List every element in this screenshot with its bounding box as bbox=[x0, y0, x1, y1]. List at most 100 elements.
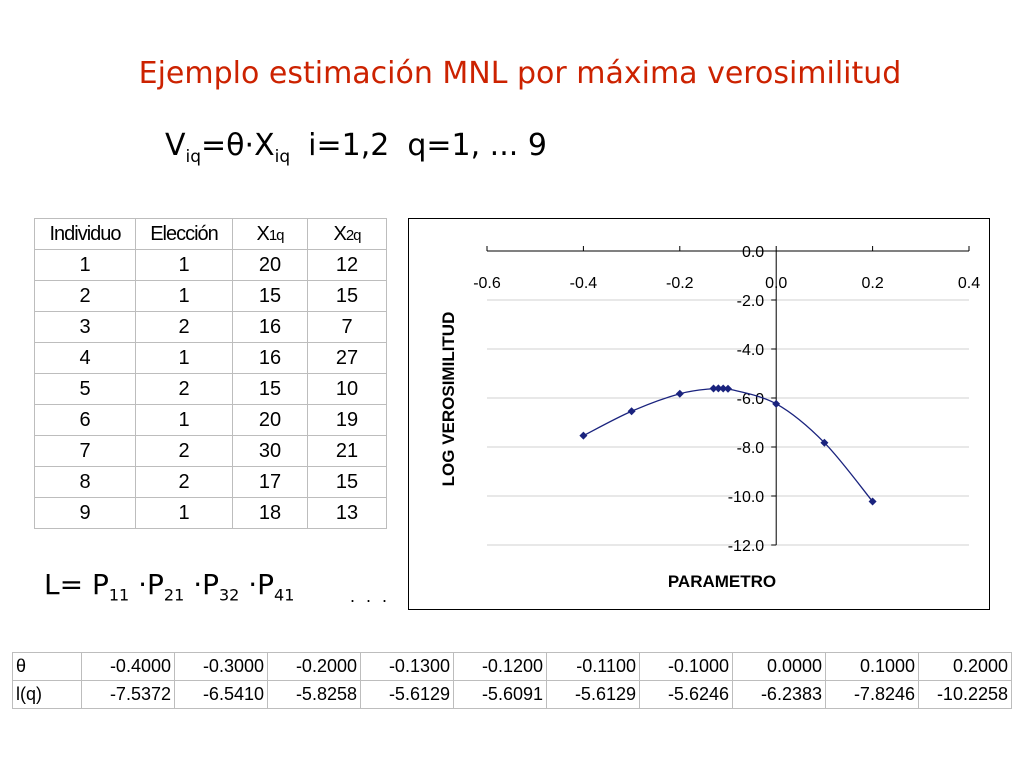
cell: 13 bbox=[307, 497, 387, 529]
i-range: i=1,2 bbox=[308, 128, 390, 163]
data-point bbox=[675, 389, 684, 398]
x-axis-title: PARAMETRO bbox=[668, 572, 776, 591]
cell: 9 bbox=[34, 497, 136, 529]
y-tick-label: -8.0 bbox=[737, 440, 765, 457]
table-header-row: Individuo Elección X1q X2q bbox=[34, 218, 387, 250]
theta-cell: -6.2383 bbox=[732, 680, 826, 709]
cell: 5 bbox=[34, 373, 136, 405]
cell: 27 bbox=[307, 342, 387, 374]
data-point bbox=[724, 384, 732, 393]
cell: 2 bbox=[135, 435, 233, 467]
table-row: 6 1 20 19 bbox=[34, 404, 387, 436]
x-subscript: iq bbox=[274, 147, 291, 167]
theta-cell: -5.6246 bbox=[639, 680, 733, 709]
cell: 20 bbox=[232, 404, 308, 436]
cell: 8 bbox=[34, 466, 136, 498]
y-tick-label: -12.0 bbox=[728, 538, 765, 555]
theta-cell: -0.1100 bbox=[546, 652, 640, 681]
term-p32: ·P32 bbox=[193, 568, 240, 605]
cell: 19 bbox=[307, 404, 387, 436]
cell: 7 bbox=[307, 311, 387, 343]
y-tick-label: 0.0 bbox=[742, 244, 764, 261]
cell: 1 bbox=[34, 249, 136, 281]
theta-cell: -5.6129 bbox=[546, 680, 640, 709]
theta-cell: -5.8258 bbox=[267, 680, 361, 709]
cell: 15 bbox=[232, 280, 308, 312]
theta-cell: -5.6091 bbox=[453, 680, 547, 709]
cell: 2 bbox=[135, 373, 233, 405]
cell: 7 bbox=[34, 435, 136, 467]
theta-cell: -10.2258 bbox=[918, 680, 1012, 709]
likelihood-formula: L= P11 ·P21 ·P32 ·P41 bbox=[44, 568, 294, 605]
chart-svg: -0.6 -0.4 -0.2 0.0 0.2 0.40.0-2.0-4.0-6.0-8.0… bbox=[439, 244, 980, 591]
cell: 16 bbox=[232, 342, 308, 374]
cell: 4 bbox=[34, 342, 136, 374]
grid-layer bbox=[487, 299, 969, 546]
theta-x-term: =θ·X bbox=[201, 128, 275, 163]
theta-cell: -7.8246 bbox=[825, 680, 919, 709]
theta-cell: θ bbox=[12, 652, 82, 681]
table-row: 8 2 17 15 bbox=[34, 466, 387, 498]
cell: 1 bbox=[135, 497, 233, 529]
cell: 18 bbox=[232, 497, 308, 529]
cell: 6 bbox=[34, 404, 136, 436]
utility-subscript: iq bbox=[185, 147, 202, 167]
y-axis-title: LOG VEROSIMILITUD bbox=[439, 312, 458, 487]
data-point bbox=[772, 399, 781, 408]
cell: 2 bbox=[135, 466, 233, 498]
cell: 16 bbox=[232, 311, 308, 343]
cell: 1 bbox=[135, 404, 233, 436]
cell: 15 bbox=[232, 373, 308, 405]
cell: 15 bbox=[307, 466, 387, 498]
theta-cell: -0.1200 bbox=[453, 652, 547, 681]
x-tick-label: 0.0 bbox=[765, 275, 787, 292]
header-x2q: X2q bbox=[307, 218, 387, 250]
term-p41: ·P41 bbox=[248, 568, 295, 605]
x-tick-label: -0.4 bbox=[570, 275, 598, 292]
cell: 1 bbox=[135, 249, 233, 281]
header-individuo: Individuo bbox=[34, 218, 136, 250]
utility-symbol: V bbox=[165, 128, 186, 163]
cell: 2 bbox=[135, 311, 233, 343]
likelihood-ellipsis: . . . bbox=[350, 586, 391, 606]
series-line bbox=[583, 386, 874, 502]
theta-cell: -0.1000 bbox=[639, 652, 733, 681]
page-title: Ejemplo estimación MNL por máxima verosi… bbox=[138, 56, 902, 91]
table-row: 3 2 16 7 bbox=[34, 311, 387, 343]
table-row: 7 2 30 21 bbox=[34, 435, 387, 467]
data-point bbox=[627, 407, 636, 416]
data-point bbox=[719, 384, 728, 393]
theta-cell: -0.1300 bbox=[360, 652, 454, 681]
theta-cell: -7.5372 bbox=[81, 680, 175, 709]
cell: 15 bbox=[307, 280, 387, 312]
table-row: 5 2 15 10 bbox=[34, 373, 387, 405]
table-row: 4 1 16 27 bbox=[34, 342, 387, 374]
log-likelihood-chart: -0.6 -0.4 -0.2 0.0 0.2 0.4 0.0 -2.0 -4.0 -6.0 -8.0… bbox=[408, 218, 990, 610]
theta-cell: 0.0000 bbox=[732, 652, 826, 681]
cell: 20 bbox=[232, 249, 308, 281]
q-range: q=1, ... 9 bbox=[407, 128, 547, 163]
cell: 12 bbox=[307, 249, 387, 281]
likelihood-prefix: L= bbox=[44, 568, 84, 601]
y-tick-label: -4.0 bbox=[737, 342, 765, 359]
theta-cell: l(q) bbox=[12, 680, 82, 709]
header-x1q: X1q bbox=[232, 218, 308, 250]
cell: 1 bbox=[135, 342, 233, 374]
cell: 17 bbox=[232, 466, 308, 498]
cell: 21 bbox=[307, 435, 387, 467]
table-row: 9 1 18 13 bbox=[34, 497, 387, 529]
theta-row: θ -0.4000 -0.3000 -0.2000 -0.1300 -0.1200 -0.1… bbox=[12, 652, 1012, 681]
header-eleccion: Elección bbox=[135, 218, 233, 250]
x-tick-label: 0.4 bbox=[958, 275, 980, 292]
theta-cell: -6.5410 bbox=[174, 680, 268, 709]
series-layer bbox=[579, 384, 877, 506]
x-tick-label: -0.2 bbox=[666, 275, 694, 292]
choice-data-table: Individuo Elección X1q X2q 1 1 20 12 2 1 15 15… bbox=[34, 218, 387, 529]
term-p21: ·P21 bbox=[138, 568, 185, 605]
y-tick-label: -2.0 bbox=[737, 293, 765, 310]
x-tick-label: -0.6 bbox=[473, 275, 501, 292]
theta-cell: 0.2000 bbox=[918, 652, 1012, 681]
cell: 1 bbox=[135, 280, 233, 312]
axis-layer: -0.6 -0.4 -0.2 0.0 0.2 0.40.0-2.0-4.0-6.0-8.0… bbox=[473, 244, 980, 555]
data-point bbox=[709, 384, 718, 393]
